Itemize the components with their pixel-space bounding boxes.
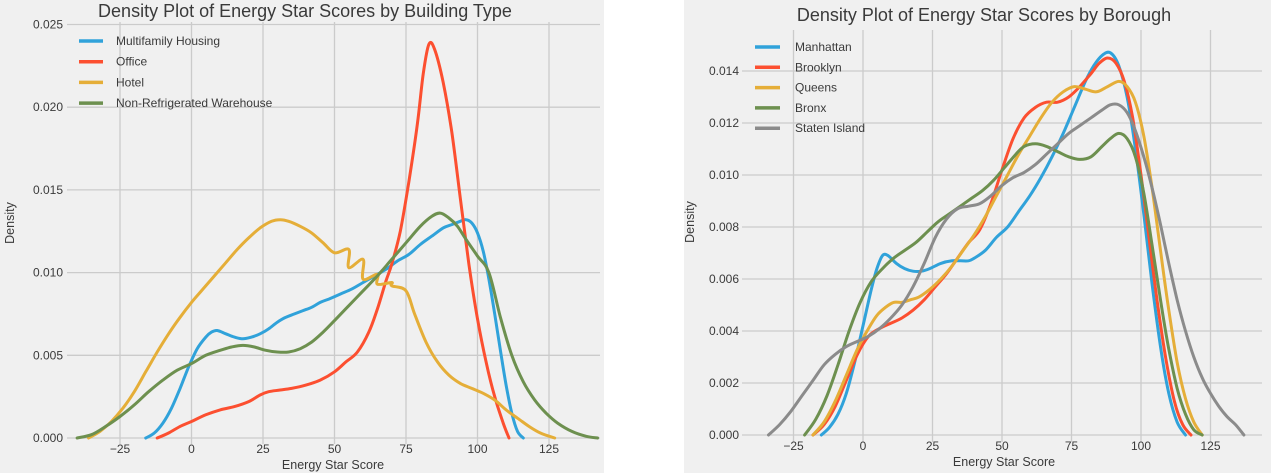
x-tick-label: 125 xyxy=(539,442,559,456)
building-type-plot-svg: −25 0 25 50 75 100 125 0.0000.0050.0100.0150.0… xyxy=(3,1,600,472)
density-curve xyxy=(803,131,1204,437)
density-curve xyxy=(87,218,557,440)
legend-label: Brooklyn xyxy=(795,60,842,74)
y-tick-label: 0.020 xyxy=(33,100,63,114)
x-tick-label: 25 xyxy=(256,442,270,456)
y-tick-label: 0.014 xyxy=(709,64,739,78)
x-tick-labels: −25 0 25 50 75 100 125 xyxy=(110,442,560,456)
x-tick-label: 125 xyxy=(1200,439,1220,453)
borough-density-figure: −25 0 25 50 75 100 125 0.000 0.002 0.004 0.006 0.0… xyxy=(684,0,1271,473)
building-type-density-figure: −25 0 25 50 75 100 125 0.000 0.005 0.010 0.015 0.0… xyxy=(0,0,604,473)
x-tick-label: 75 xyxy=(399,442,413,456)
x-tick-label: 100 xyxy=(467,442,487,456)
legend-label: Queens xyxy=(795,81,837,95)
x-tick-label: 50 xyxy=(995,439,1009,453)
x-tick-label: 0 xyxy=(860,439,867,453)
x-tick-label: 100 xyxy=(1131,439,1151,453)
y-tick-labels: 0.000 0.002 0.004 0.006 0.008 0.010 0.012 0.014 xyxy=(709,64,739,442)
x-axis-label: Energy Star Score xyxy=(282,458,384,472)
legend-label: Multifamily Housing xyxy=(116,34,220,48)
density-curves xyxy=(75,40,600,440)
y-tick-label: 0.010 xyxy=(709,168,739,182)
y-tick-labels: 0.000 0.005 0.010 0.015 0.020 0.025 xyxy=(33,18,63,446)
legend-label: Bronx xyxy=(795,101,826,115)
x-tick-label: 25 xyxy=(926,439,940,453)
x-tick-labels: −25 0 25 50 75 100 125 xyxy=(783,439,1221,453)
legend-label: Manhattan xyxy=(795,40,852,54)
density-curves xyxy=(766,50,1246,437)
legend-label: Office xyxy=(116,55,147,69)
legend: Manhattan Brooklyn Queens Bronx Staten Islan… xyxy=(755,40,865,135)
density-curve xyxy=(811,79,1204,437)
y-tick-label: 0.010 xyxy=(33,266,63,280)
y-tick-label: 0.025 xyxy=(33,18,63,32)
legend-label: Non-Refrigerated Warehouse xyxy=(116,96,273,110)
chart-title: Density Plot of Energy Star Scores by Bo… xyxy=(797,5,1171,25)
legend: Multifamily Housing Office Hotel Non-Refrig… xyxy=(79,34,273,110)
y-tick-label: 0.002 xyxy=(709,376,739,390)
y-tick-label: 0.008 xyxy=(709,220,739,234)
y-axis-label: Density xyxy=(684,200,697,242)
y-tick-label: 0.004 xyxy=(709,324,739,338)
x-tick-label: 0 xyxy=(188,442,195,456)
y-tick-label: 0.000 xyxy=(33,431,63,445)
y-tick-label: 0.012 xyxy=(709,116,739,130)
grid-lines xyxy=(742,30,1262,442)
density-curve xyxy=(144,218,525,440)
legend-label: Hotel xyxy=(116,75,144,89)
x-tick-label: −25 xyxy=(783,439,804,453)
x-axis-label: Energy Star Score xyxy=(953,455,1055,469)
y-tick-label: 0.006 xyxy=(709,272,739,286)
x-tick-label: −25 xyxy=(110,442,131,456)
density-curve xyxy=(766,102,1246,437)
density-curve xyxy=(155,40,511,440)
x-tick-label: 75 xyxy=(1065,439,1079,453)
density-curve xyxy=(75,211,600,440)
x-tick-label: 50 xyxy=(328,442,342,456)
y-tick-label: 0.005 xyxy=(33,348,63,362)
chart-title: Density Plot of Energy Star Scores by Bu… xyxy=(98,1,512,21)
y-tick-label: 0.000 xyxy=(709,428,739,442)
density-curve xyxy=(819,50,1187,437)
y-axis-label: Density xyxy=(3,201,17,243)
grid-lines xyxy=(67,22,600,444)
legend-label: Staten Island xyxy=(795,121,865,135)
y-tick-label: 0.015 xyxy=(33,183,63,197)
borough-plot-svg: −25 0 25 50 75 100 125 0.0000.0020.0040.0060.0… xyxy=(684,5,1262,469)
